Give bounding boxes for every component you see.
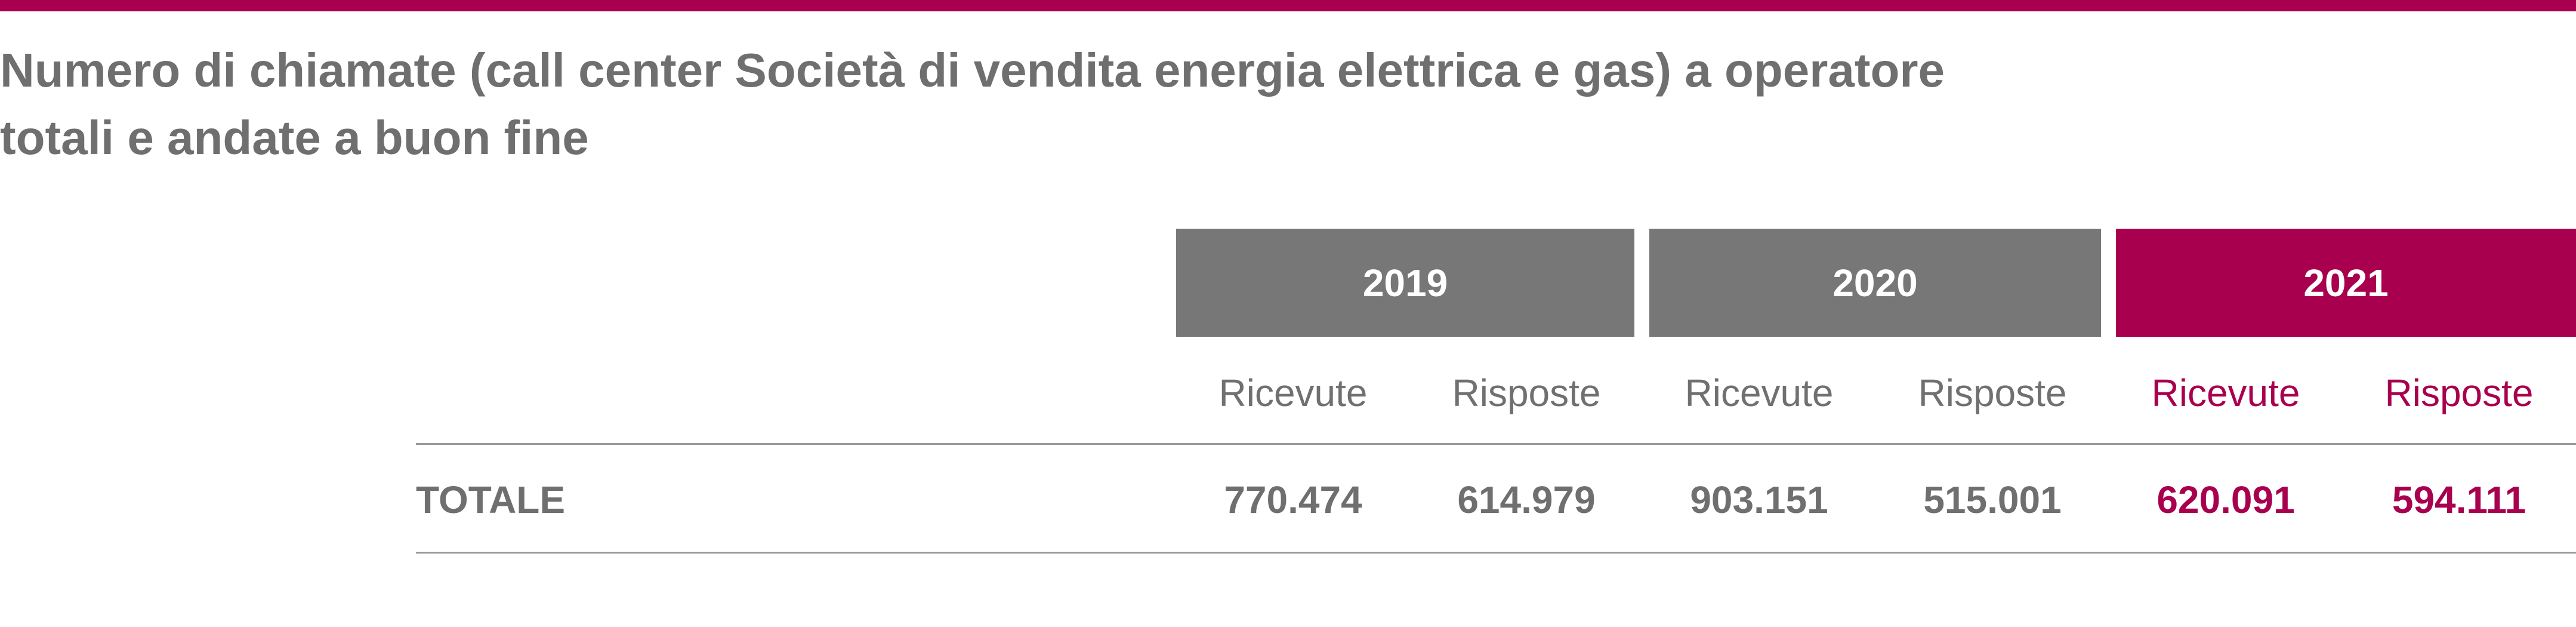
table-cell: 903.151 xyxy=(1690,478,1828,521)
column-header: Ricevute xyxy=(2151,371,2300,414)
year-header: 2020 xyxy=(1649,229,2101,337)
column-header: Ricevute xyxy=(1685,371,1834,414)
table-cell: 614.979 xyxy=(1457,478,1596,521)
top-bar xyxy=(0,0,2576,11)
table-cell: 515.001 xyxy=(1923,478,2062,521)
table-rule xyxy=(416,552,2576,554)
column-header: Risposte xyxy=(1918,371,2067,414)
table-cell: 620.091 xyxy=(2157,478,2295,521)
table-cell: 770.474 xyxy=(1224,478,1362,521)
year-header: 2021 xyxy=(2116,229,2576,337)
column-header: Risposte xyxy=(2384,371,2534,414)
title-line: totali e andate a buon fine xyxy=(0,111,589,164)
table-cell: 594.111 xyxy=(2392,478,2526,521)
title-line: Numero di chiamate (call center Società … xyxy=(0,44,1945,97)
year-header: 2019 xyxy=(1176,229,1634,337)
row-label: TOTALE xyxy=(416,478,566,521)
column-header: Risposte xyxy=(1452,371,1601,414)
table-rule xyxy=(416,443,2576,445)
column-header: Ricevute xyxy=(1218,371,1368,414)
